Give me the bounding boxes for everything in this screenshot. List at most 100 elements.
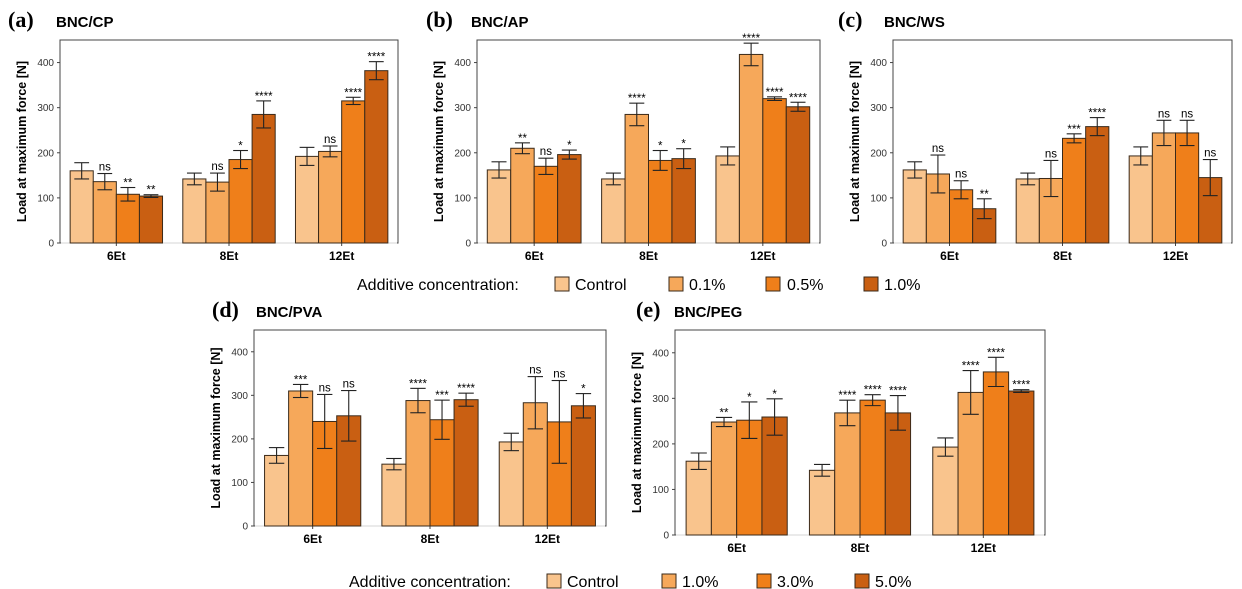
error-bar xyxy=(458,392,474,407)
significance-label: ** xyxy=(720,407,729,419)
significance-label: **** xyxy=(766,87,784,99)
bar xyxy=(1008,390,1035,536)
significance-label: ns xyxy=(1204,148,1216,160)
y-axis-label: Load at maximum force [N] xyxy=(209,347,223,508)
legend-1: Additive concentration: Control 0.1% 0.5% 1.… xyxy=(357,276,920,294)
bar xyxy=(453,399,479,527)
y-axis-label: Load at maximum force [N] xyxy=(15,61,29,222)
bar xyxy=(762,98,787,244)
bar xyxy=(710,421,738,536)
bar xyxy=(228,159,253,244)
error-bar xyxy=(930,154,946,194)
bar xyxy=(834,412,861,536)
chart-panel-5: (e) BNC/PEG 0 100 200 300 400 Load at maximum f… xyxy=(630,297,1046,555)
panel-title: BNC/PVA xyxy=(256,304,323,321)
bar xyxy=(341,100,366,244)
x-tick-label: 6Et xyxy=(727,541,746,555)
significance-label: **** xyxy=(889,386,907,398)
significance-label: **** xyxy=(962,361,980,373)
bar xyxy=(859,399,886,536)
error-bar xyxy=(1043,159,1059,198)
legend-label: 3.0% xyxy=(777,574,813,589)
error-bar xyxy=(1179,119,1195,147)
error-bar xyxy=(813,463,831,477)
error-bar xyxy=(74,162,90,180)
error-bar xyxy=(210,172,225,192)
significance-label: *** xyxy=(294,374,308,386)
bar xyxy=(92,181,117,244)
legend-swatch xyxy=(854,573,870,589)
error-bar xyxy=(976,198,992,220)
legend-label: Control xyxy=(575,277,627,294)
error-bar xyxy=(864,394,881,407)
significance-label: *** xyxy=(1067,124,1081,136)
y-tick-label: 200 xyxy=(652,439,669,450)
panel-title: BNC/PEG xyxy=(674,304,742,321)
error-bar xyxy=(186,172,202,186)
error-bar xyxy=(368,61,384,81)
bar xyxy=(884,412,912,536)
significance-label: ns xyxy=(932,143,944,155)
y-axis-label: Load at maximum force [N] xyxy=(630,352,644,513)
significance-label: ns xyxy=(955,169,967,181)
bar xyxy=(1085,126,1110,244)
error-bar xyxy=(987,356,1005,388)
bar xyxy=(1151,132,1176,244)
y-tick-label: 400 xyxy=(870,58,887,69)
y-tick-label: 400 xyxy=(37,58,54,69)
y-axis-label: Load at maximum force [N] xyxy=(848,61,862,222)
y-tick-label: 300 xyxy=(454,103,471,114)
error-bar xyxy=(527,376,544,430)
legend-swatch xyxy=(765,276,781,292)
significance-label: **** xyxy=(742,33,760,45)
bar xyxy=(288,390,314,527)
y-axis-label: Load at maximum force [N] xyxy=(432,61,446,222)
y-tick-label: 100 xyxy=(454,193,471,204)
bar xyxy=(557,154,582,244)
legend-swatch xyxy=(554,276,570,292)
significance-label: ns xyxy=(1158,108,1170,120)
y-tick-label: 100 xyxy=(231,478,248,489)
significance-label: ** xyxy=(147,185,156,197)
bar xyxy=(533,165,559,244)
significance-label: **** xyxy=(409,378,427,390)
x-tick-label: 6Et xyxy=(107,249,126,263)
x-tick-label: 6Et xyxy=(940,249,959,263)
y-tick-label: 400 xyxy=(454,58,471,69)
error-bar xyxy=(514,142,530,155)
y-tick-label: 400 xyxy=(652,348,669,359)
error-bar xyxy=(491,161,507,179)
error-bar xyxy=(143,194,159,198)
y-tick-label: 300 xyxy=(37,103,54,114)
significance-label: ns xyxy=(1181,108,1193,120)
legend-swatch xyxy=(756,573,772,589)
bar xyxy=(932,446,959,536)
error-bar xyxy=(743,42,759,67)
bar xyxy=(182,178,207,244)
significance-label: **** xyxy=(864,385,882,397)
error-bar xyxy=(839,399,856,427)
y-tick-label: 100 xyxy=(37,193,54,204)
bar xyxy=(138,195,164,244)
error-bar xyxy=(907,161,923,179)
x-tick-label: 8Et xyxy=(220,249,239,263)
error-bar xyxy=(605,172,621,186)
significance-label: **** xyxy=(255,91,273,103)
significance-label: **** xyxy=(367,52,385,64)
legend-label: 1.0% xyxy=(884,277,920,294)
chart-panel-3: (c) BNC/WS 0 100 200 300 400 Load at maximum fo… xyxy=(838,7,1233,263)
bar xyxy=(69,170,94,244)
x-tick-label: 8Et xyxy=(639,249,658,263)
bar xyxy=(570,405,596,527)
y-tick-label: 400 xyxy=(231,347,248,358)
bar xyxy=(738,53,764,244)
significance-label: **** xyxy=(1012,380,1030,392)
x-tick-label: 12Et xyxy=(535,532,560,546)
bar xyxy=(601,178,626,244)
y-tick-label: 100 xyxy=(870,193,887,204)
legend-2: Additive concentration: Control 1.0% 3.0% 5.… xyxy=(349,573,911,589)
error-bar xyxy=(715,416,733,428)
error-bar xyxy=(341,389,357,442)
significance-label: ** xyxy=(518,133,527,145)
significance-label: ns xyxy=(319,382,331,394)
